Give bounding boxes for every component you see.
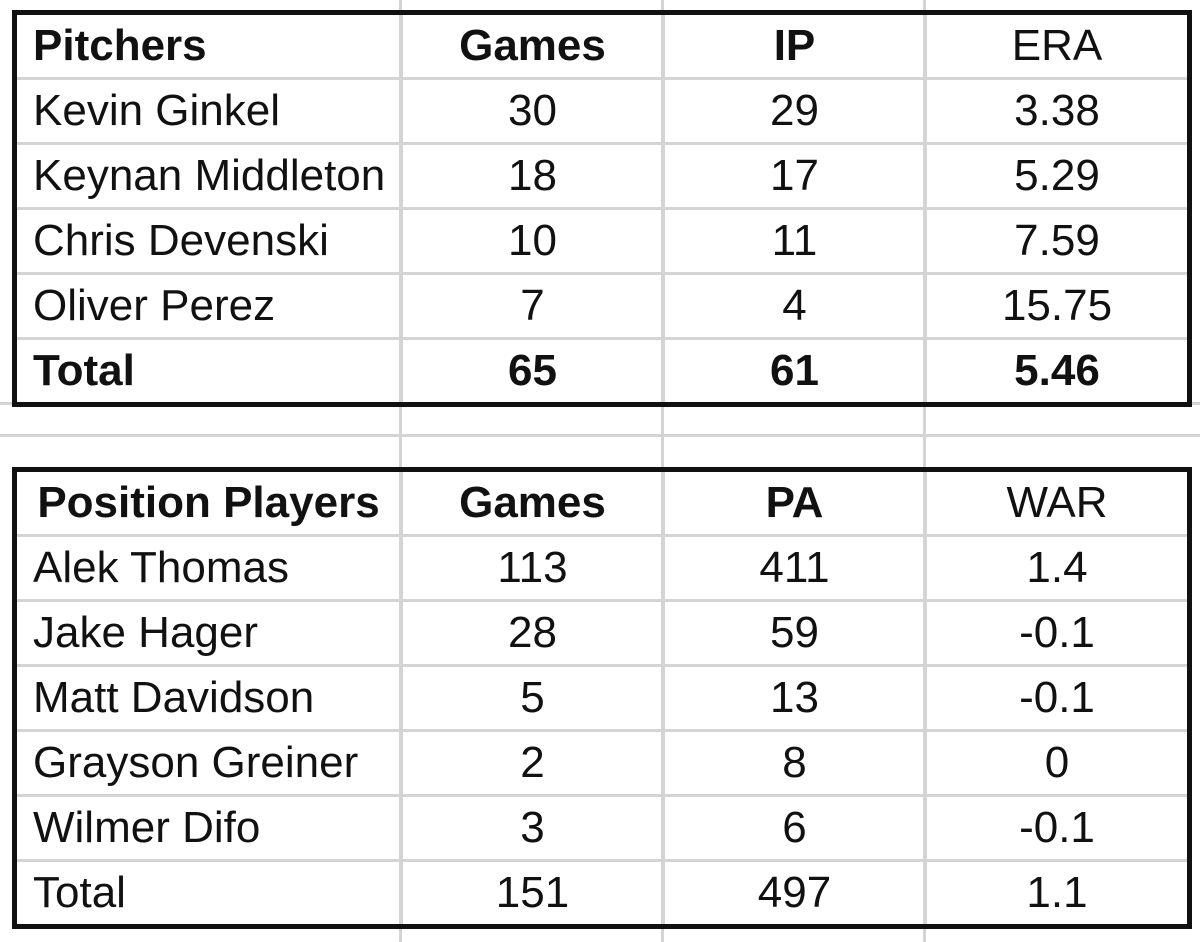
table-row: Kevin Ginkel 30 29 3.38 [14,77,1190,144]
header-cell-pa[interactable]: PA [662,469,926,536]
cell-total-war[interactable]: 1.1 [924,859,1190,927]
table-total-row: Total 65 61 5.46 [14,337,1190,405]
table-row: Matt Davidson 5 13 -0.1 [14,664,1190,731]
table-total-row: Total 151 497 1.1 [14,859,1190,927]
cell-games[interactable]: 18 [400,142,664,209]
cell-pa[interactable]: 6 [662,794,926,861]
cell-total-games[interactable]: 151 [400,859,664,927]
cell-name[interactable]: Alek Thomas [14,534,402,601]
cell-total-era[interactable]: 5.46 [924,337,1190,405]
cell-pa[interactable]: 8 [662,729,926,796]
cell-games[interactable]: 2 [400,729,664,796]
cell-war[interactable]: -0.1 [924,599,1190,666]
position-players-table: Position Players Games PA WAR Alek Thoma… [12,467,1192,929]
cell-name[interactable]: Kevin Ginkel [14,77,402,144]
pitchers-table: Pitchers Games IP ERA Kevin Ginkel 30 29… [12,10,1192,407]
table-row: Alek Thomas 113 411 1.4 [14,534,1190,601]
cell-war[interactable]: -0.1 [924,794,1190,861]
header-cell-games[interactable]: Games [400,469,664,536]
cell-name[interactable]: Keynan Middleton [14,142,402,209]
cell-ip[interactable]: 29 [662,77,926,144]
cell-era[interactable]: 5.29 [924,142,1190,209]
cell-name[interactable]: Chris Devenski [14,207,402,274]
cell-name[interactable]: Oliver Perez [14,272,402,339]
cell-games[interactable]: 28 [400,599,664,666]
cell-total-ip[interactable]: 61 [662,337,926,405]
cell-games[interactable]: 113 [400,534,664,601]
cell-total-pa[interactable]: 497 [662,859,926,927]
cell-war[interactable]: -0.1 [924,664,1190,731]
cell-games[interactable]: 7 [400,272,664,339]
cell-ip[interactable]: 4 [662,272,926,339]
cell-name[interactable]: Grayson Greiner [14,729,402,796]
cell-pa[interactable]: 411 [662,534,926,601]
header-cell-games[interactable]: Games [400,12,664,79]
table-header-row: Pitchers Games IP ERA [15,12,1190,79]
cell-games[interactable]: 10 [400,207,664,274]
table-row: Wilmer Difo 3 6 -0.1 [14,794,1190,861]
table-row: Jake Hager 28 59 -0.1 [14,599,1190,666]
cell-ip[interactable]: 11 [662,207,926,274]
cell-pa[interactable]: 59 [662,599,926,666]
cell-era[interactable]: 15.75 [924,272,1190,339]
table-row: Keynan Middleton 18 17 5.29 [14,142,1190,209]
cell-pa[interactable]: 13 [662,664,926,731]
cell-games[interactable]: 30 [400,77,664,144]
cell-war[interactable]: 1.4 [924,534,1190,601]
cell-total-games[interactable]: 65 [400,337,664,405]
cell-war[interactable]: 0 [924,729,1190,796]
header-cell-pitchers[interactable]: Pitchers [33,21,207,70]
cell-games[interactable]: 5 [400,664,664,731]
cell-ip[interactable]: 17 [662,142,926,209]
table-row: Grayson Greiner 2 8 0 [14,729,1190,796]
header-cell-era[interactable]: ERA [924,12,1190,79]
cell-era[interactable]: 3.38 [924,77,1190,144]
table-row: Chris Devenski 10 11 7.59 [14,207,1190,274]
table-header-row: Position Players Games PA WAR [15,469,1190,536]
cell-total-label[interactable]: Total [14,337,402,405]
table-row: Oliver Perez 7 4 15.75 [14,272,1190,339]
cell-games[interactable]: 3 [400,794,664,861]
header-cell-war[interactable]: WAR [924,469,1190,536]
header-cell-ip[interactable]: IP [662,12,926,79]
cell-name[interactable]: Wilmer Difo [14,794,402,861]
cell-name[interactable]: Matt Davidson [14,664,402,731]
cell-total-label[interactable]: Total [14,859,402,927]
header-cell-position-players[interactable]: Position Players [37,478,380,527]
cell-name[interactable]: Jake Hager [14,599,402,666]
cell-era[interactable]: 7.59 [924,207,1190,274]
